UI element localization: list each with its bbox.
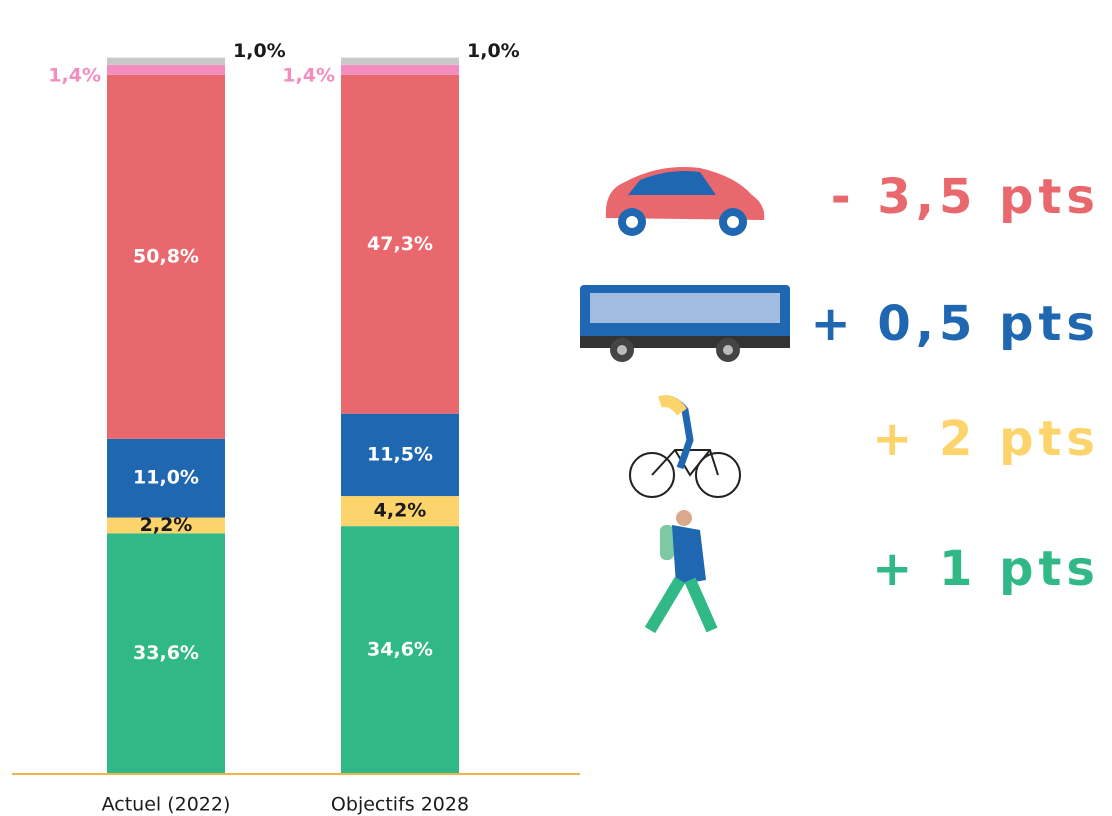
- value-label: 33,6%: [133, 642, 199, 664]
- value-label: 47,3%: [367, 233, 433, 255]
- chart: 33,6%2,2%11,0%50,8%1,4%1,0%Actuel (2022)…: [0, 0, 1112, 816]
- value-label: 4,2%: [374, 500, 427, 522]
- x-tick-label: Objectifs 2028: [331, 794, 469, 816]
- car-icon: [606, 167, 764, 236]
- bar-segment: [107, 65, 225, 75]
- annotation: - 3,5 pts: [831, 169, 1100, 225]
- value-label: 1,4%: [48, 64, 101, 86]
- bike-icon: [630, 399, 740, 497]
- value-label: 1,0%: [467, 40, 520, 62]
- bar-segment: [341, 65, 459, 75]
- bar-segment: [107, 58, 225, 65]
- bar-segment: [341, 58, 459, 65]
- value-label: 1,4%: [282, 64, 335, 86]
- annotation: + 0,5 pts: [810, 296, 1100, 352]
- value-label: 1,0%: [233, 40, 286, 62]
- bus-icon: [580, 285, 790, 362]
- annotation: + 2 pts: [872, 411, 1100, 467]
- x-tick-label: Actuel (2022): [102, 794, 231, 816]
- value-label: 11,0%: [133, 467, 199, 489]
- walker-icon: [650, 510, 712, 630]
- value-label: 34,6%: [367, 639, 433, 661]
- annotation: + 1 pts: [872, 541, 1100, 597]
- value-label: 50,8%: [133, 245, 199, 267]
- value-label: 11,5%: [367, 443, 433, 465]
